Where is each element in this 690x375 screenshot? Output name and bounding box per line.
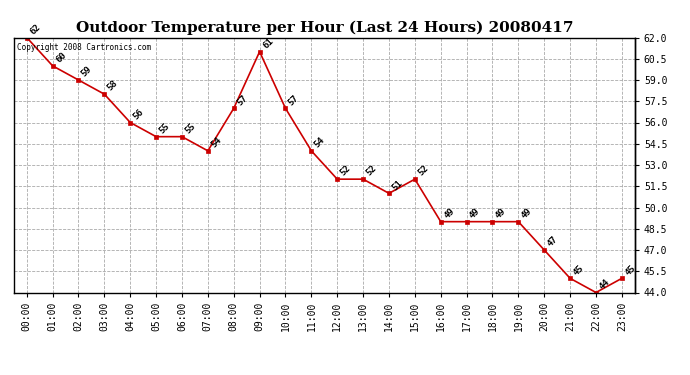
Text: 45: 45: [571, 263, 586, 277]
Text: 54: 54: [209, 135, 224, 150]
Text: 49: 49: [520, 206, 534, 220]
Text: 59: 59: [80, 64, 94, 79]
Text: 57: 57: [287, 93, 301, 107]
Text: 52: 52: [416, 164, 431, 178]
Text: 55: 55: [157, 121, 172, 135]
Text: 55: 55: [184, 121, 197, 135]
Text: 45: 45: [623, 263, 638, 277]
Text: 62: 62: [28, 22, 42, 36]
Text: 57: 57: [235, 93, 249, 107]
Title: Outdoor Temperature per Hour (Last 24 Hours) 20080417: Outdoor Temperature per Hour (Last 24 Ho…: [75, 21, 573, 35]
Text: 52: 52: [339, 164, 353, 178]
Text: 54: 54: [313, 135, 327, 150]
Text: Copyright 2008 Cartronics.com: Copyright 2008 Cartronics.com: [17, 43, 151, 52]
Text: 44: 44: [598, 277, 611, 291]
Text: 49: 49: [494, 206, 508, 220]
Text: 58: 58: [106, 79, 120, 93]
Text: 52: 52: [364, 164, 379, 178]
Text: 61: 61: [261, 36, 275, 50]
Text: 49: 49: [468, 206, 482, 220]
Text: 56: 56: [132, 107, 146, 121]
Text: 60: 60: [54, 51, 68, 64]
Text: 47: 47: [546, 235, 560, 249]
Text: 49: 49: [442, 206, 456, 220]
Text: 51: 51: [391, 178, 404, 192]
